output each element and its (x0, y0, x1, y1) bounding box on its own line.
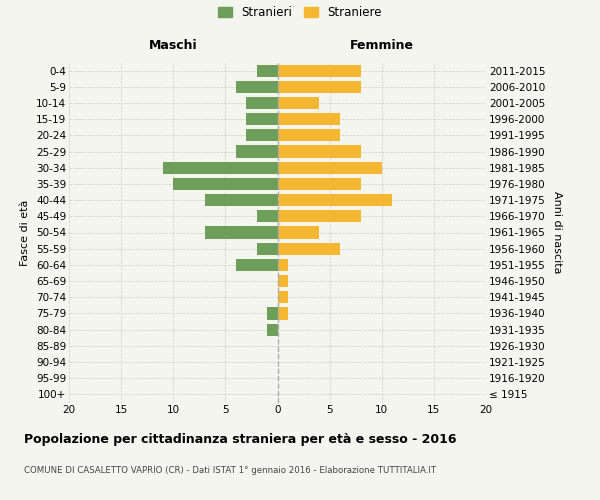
Bar (277, 64, 361, 76)
Bar (277, 275, 288, 287)
Bar (277, 113, 340, 125)
Bar (205, 194, 277, 206)
Bar (173, 178, 277, 190)
Bar (246, 97, 277, 109)
Bar (246, 113, 277, 125)
Bar (277, 194, 392, 206)
Bar (277, 130, 340, 141)
Bar (277, 210, 361, 222)
Bar (277, 146, 361, 158)
Bar (257, 64, 277, 76)
Bar (277, 226, 319, 238)
Bar (277, 162, 382, 174)
Bar (257, 210, 277, 222)
Bar (277, 242, 340, 255)
Bar (205, 226, 277, 238)
Bar (277, 308, 288, 320)
Text: COMUNE DI CASALETTO VAPRIO (CR) - Dati ISTAT 1° gennaio 2016 - Elaborazione TUTT: COMUNE DI CASALETTO VAPRIO (CR) - Dati I… (24, 466, 436, 475)
Bar (236, 80, 277, 93)
Bar (257, 242, 277, 255)
Bar (277, 80, 361, 93)
Bar (277, 97, 319, 109)
Bar (236, 146, 277, 158)
Bar (277, 259, 288, 271)
Bar (277, 291, 288, 304)
Text: Maschi: Maschi (149, 39, 197, 52)
Y-axis label: Anni di nascita: Anni di nascita (552, 191, 562, 274)
Legend: Stranieri, Straniere: Stranieri, Straniere (218, 6, 382, 19)
Bar (236, 259, 277, 271)
Text: Femmine: Femmine (350, 39, 414, 52)
Bar (246, 130, 277, 141)
Text: Popolazione per cittadinanza straniera per età e sesso - 2016: Popolazione per cittadinanza straniera p… (24, 432, 457, 446)
Bar (267, 308, 277, 320)
Bar (163, 162, 277, 174)
Bar (277, 178, 361, 190)
Bar (267, 324, 277, 336)
Y-axis label: Fasce di età: Fasce di età (20, 200, 31, 266)
